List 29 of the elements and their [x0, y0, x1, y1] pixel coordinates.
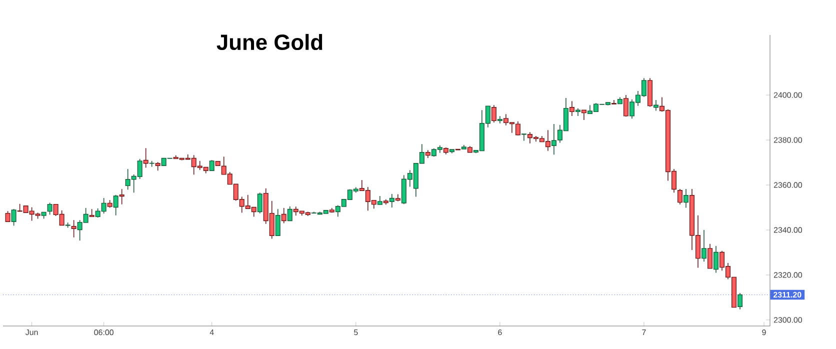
candlestick [491, 104, 496, 123]
candlestick [737, 292, 743, 310]
candlestick [113, 194, 118, 216]
candlestick [209, 160, 214, 172]
candlestick [47, 202, 52, 216]
candlestick [389, 194, 394, 208]
chart-title: June Gold [216, 34, 322, 50]
candlestick [623, 94, 628, 118]
candlestick [575, 108, 580, 116]
candlestick [119, 188, 124, 205]
candlestick [713, 246, 719, 274]
candlestick [707, 244, 712, 269]
candlestick [683, 188, 688, 208]
candlestick [275, 208, 280, 236]
candlestick [71, 220, 76, 238]
candlestick [611, 100, 616, 104]
candlestick [581, 110, 586, 120]
candlestick [521, 134, 526, 142]
candlestick [281, 208, 286, 224]
candlestick [257, 192, 262, 214]
candlestick [11, 208, 16, 226]
candlestick [677, 188, 682, 205]
candlestick [701, 230, 706, 262]
candlestick [5, 210, 10, 222]
candlestick [287, 206, 292, 222]
candlestick [497, 116, 502, 124]
candlestick [569, 100, 574, 116]
candlestick [143, 148, 148, 168]
candlestick [653, 100, 658, 112]
